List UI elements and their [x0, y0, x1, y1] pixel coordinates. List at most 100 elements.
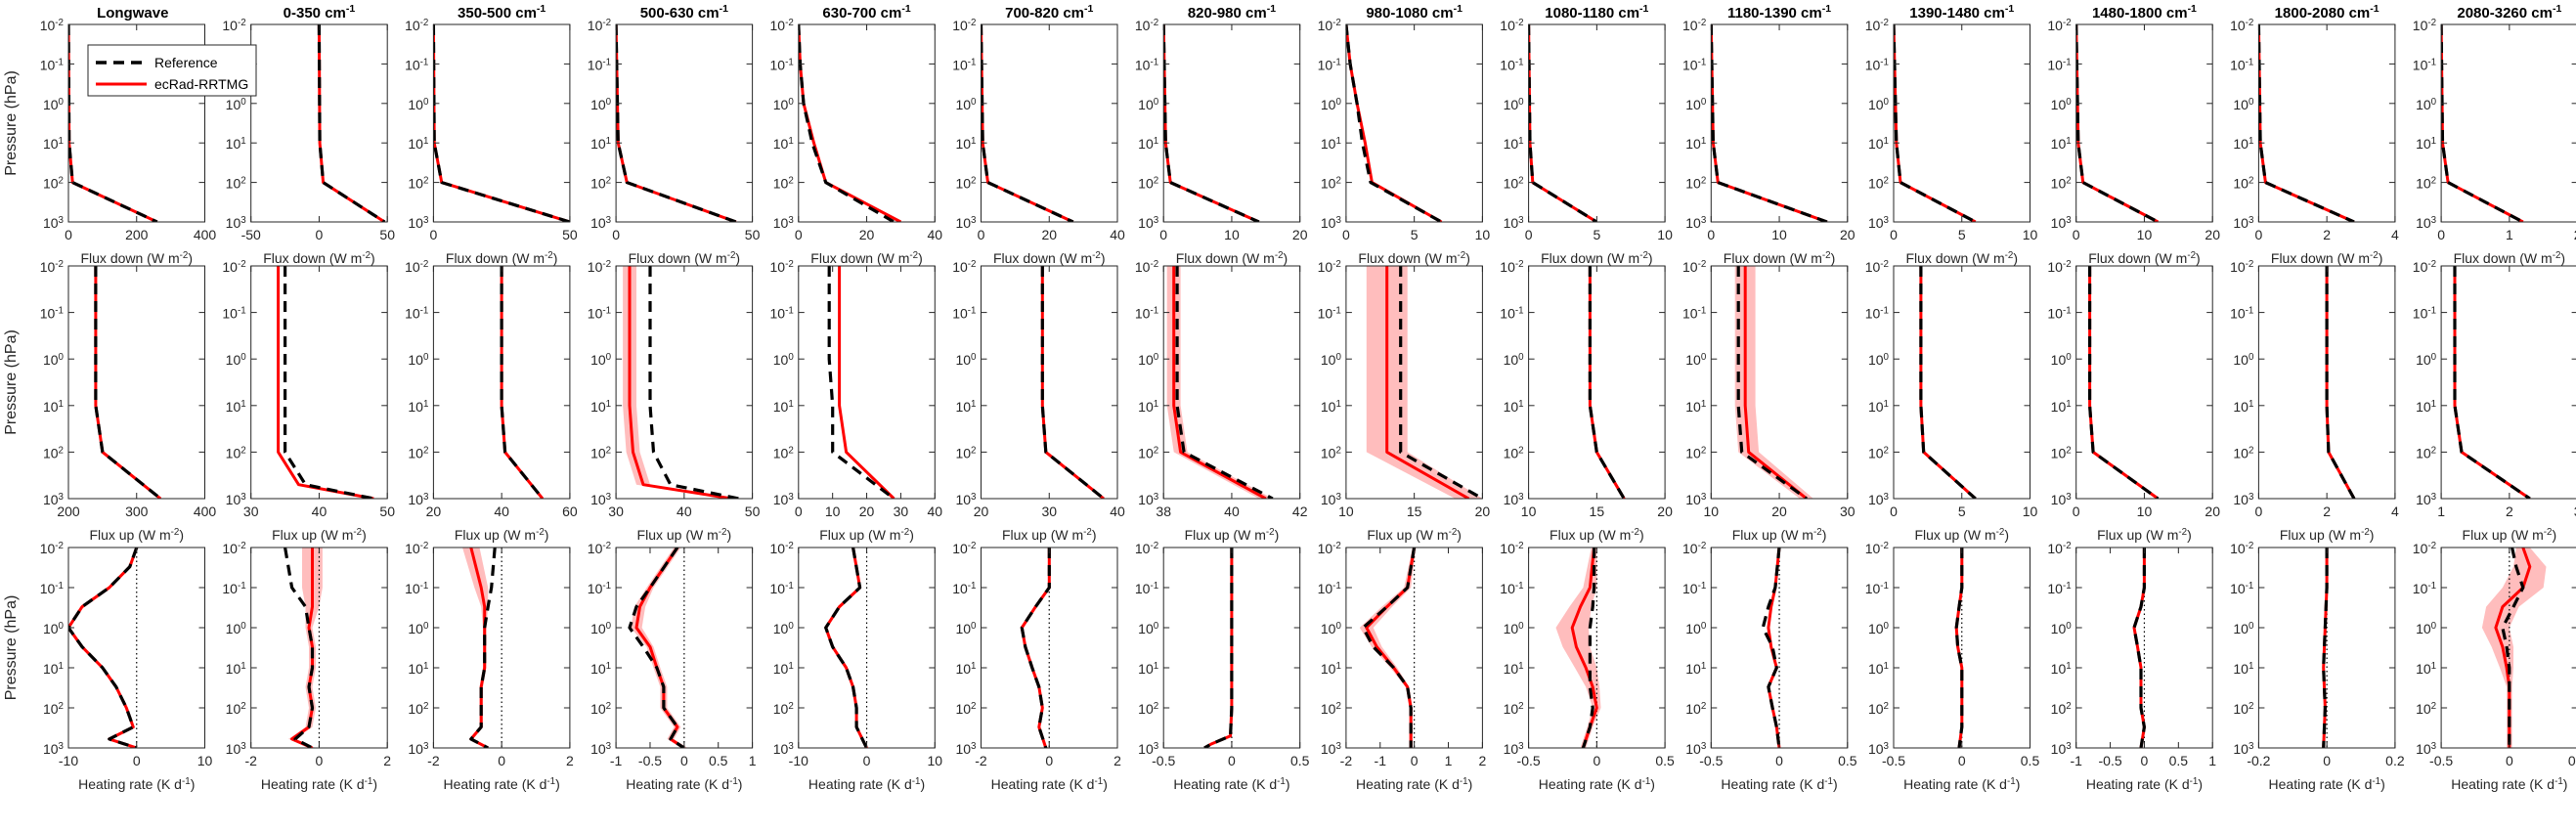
- y-tick-label: 101: [590, 661, 611, 678]
- reference-profile-line: [1399, 266, 1483, 499]
- model-profile-line: [1203, 548, 1234, 748]
- x-tick-label: 0: [316, 227, 324, 242]
- x-tick-label: 5: [1958, 504, 1966, 519]
- y-tick-label: 102: [1685, 175, 1706, 192]
- y-tick-label: 100: [226, 621, 247, 637]
- y-tick-label: 101: [2051, 398, 2072, 415]
- reference-profile-line: [1040, 266, 1106, 499]
- y-tick-label: 10-2: [1865, 541, 1889, 557]
- y-tick-label: 102: [408, 445, 428, 461]
- reference-profile-line: [1588, 266, 1626, 499]
- model-uncertainty-band: [1359, 548, 1417, 748]
- model-profile-line: [1588, 266, 1626, 499]
- model-uncertainty-band: [1555, 548, 1601, 748]
- model-profile-line: [616, 24, 737, 222]
- x-axis-label: Flux down (W m-2): [1724, 250, 1836, 267]
- y-tick-label: 101: [773, 136, 794, 153]
- y-tick-label: 100: [2233, 96, 2254, 112]
- panel-axes-box: [1893, 265, 2030, 500]
- x-tick-label: 2: [2506, 504, 2513, 519]
- y-tick-label: 100: [2051, 621, 2073, 637]
- panel-axes-box: [432, 23, 571, 223]
- y-tick-label: 102: [2233, 445, 2253, 461]
- y-tick-label: 10-2: [2413, 259, 2436, 276]
- model-uncertainty-band: [623, 266, 736, 499]
- x-tick-label: 10: [928, 753, 943, 768]
- y-tick-label: 10-2: [40, 18, 64, 34]
- model-profile-line: [2132, 548, 2146, 748]
- panel-axes-box: [981, 23, 1118, 223]
- reference-profile-line: [284, 548, 315, 748]
- x-tick-label: 50: [379, 227, 395, 242]
- reference-profile-line: [1894, 24, 1977, 222]
- y-tick-label: 100: [955, 352, 977, 369]
- y-tick-label: 102: [773, 445, 794, 461]
- x-tick-label: 20: [2205, 227, 2220, 242]
- y-axis-label: Pressure (hPa): [3, 329, 20, 435]
- y-tick-label: 101: [2416, 398, 2436, 415]
- x-tick-label: 50: [745, 504, 761, 519]
- y-tick-label: 100: [2233, 621, 2254, 637]
- reference-profile-line: [68, 548, 139, 748]
- y-tick-label: 10-2: [1135, 259, 1158, 276]
- y-tick-label: 102: [1321, 445, 1341, 461]
- x-tick-label: 40: [1110, 227, 1125, 242]
- y-tick-label: 100: [2233, 352, 2254, 369]
- panel-title: 0-350 cm-1: [284, 3, 356, 22]
- x-tick-label: 40: [312, 504, 327, 519]
- model-profile-line: [2088, 266, 2160, 499]
- x-tick-label: 40: [1224, 504, 1240, 519]
- y-tick-label: 10-1: [588, 581, 611, 597]
- model-profile-line: [1743, 266, 1808, 499]
- y-tick-label: 100: [1321, 621, 1342, 637]
- x-tick-label: -1: [1375, 753, 1387, 768]
- y-tick-label: 103: [1685, 215, 1707, 232]
- x-tick-label: 0: [430, 227, 438, 242]
- x-tick-label: 0: [2255, 504, 2263, 519]
- x-axis-label: Flux down (W m-2): [2088, 250, 2201, 267]
- x-tick-label: 40: [928, 504, 943, 519]
- x-tick-label: 0: [2323, 753, 2331, 768]
- y-tick-label: 101: [1685, 398, 1706, 415]
- y-tick-label: 100: [2416, 352, 2437, 369]
- reference-profile-line: [284, 266, 374, 499]
- y-tick-label: 100: [955, 621, 977, 637]
- y-tick-label: 101: [2233, 661, 2253, 678]
- x-tick-label: 30: [243, 504, 259, 519]
- y-tick-label: 10-2: [770, 541, 794, 557]
- y-tick-label: 100: [43, 96, 65, 112]
- model-profile-line: [798, 24, 902, 222]
- y-tick-label: 10-2: [952, 18, 976, 34]
- y-tick-label: 10-2: [1682, 541, 1706, 557]
- panel-title: 500-630 cm-1: [640, 3, 728, 22]
- panel-title: 820-980 cm-1: [1188, 3, 1276, 22]
- y-tick-label: 103: [2233, 492, 2254, 508]
- x-tick-label: 0.5: [2021, 753, 2040, 768]
- model-profile-line: [1172, 266, 1267, 499]
- panel-axes-box: [798, 265, 936, 500]
- y-tick-label: 101: [2416, 661, 2436, 678]
- x-tick-label: -0.5: [2099, 753, 2122, 768]
- y-tick-label: 100: [226, 96, 247, 112]
- panel-axes-box: [1710, 23, 1849, 223]
- x-tick-label: -0.5: [1152, 753, 1175, 768]
- y-tick-label: 10-2: [405, 541, 428, 557]
- x-tick-label: 20: [1292, 227, 1308, 242]
- x-tick-label: 0: [1525, 227, 1533, 242]
- model-profile-line: [433, 24, 570, 222]
- model-profile-line: [628, 266, 732, 499]
- y-tick-label: 10-2: [1318, 18, 1341, 34]
- panel-axes-box: [2075, 23, 2213, 223]
- panel-heating-11: 10-2 10-1 100 101 102 103-1 -0.5 0 0.5 1 Heating r…: [2047, 541, 2216, 793]
- y-tick-label: 100: [590, 352, 612, 369]
- x-tick-label: 200: [57, 504, 80, 519]
- y-tick-label: 100: [43, 352, 65, 369]
- x-tick-label: 0: [612, 227, 620, 242]
- y-axis-label: Pressure (hPa): [3, 595, 20, 701]
- y-tick-label: 103: [2233, 215, 2254, 232]
- y-tick-label: 10-1: [2047, 305, 2071, 322]
